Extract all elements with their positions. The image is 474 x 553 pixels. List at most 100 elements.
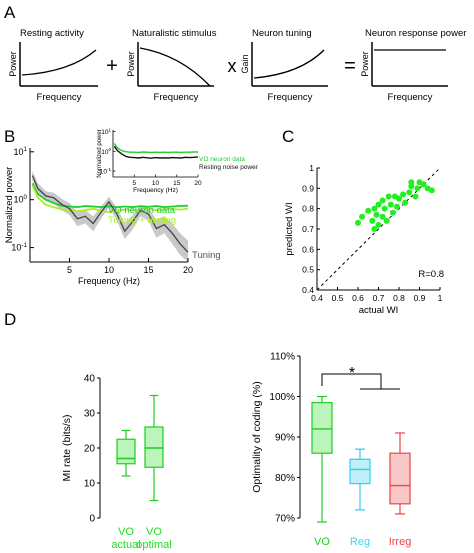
scatter-point — [414, 185, 421, 192]
panel-letter-b: B — [4, 127, 15, 146]
panel-a-box-response: Neuron response power Power Frequency — [360, 28, 466, 103]
scatter-point — [371, 226, 378, 232]
y-tick-label: 0.8 — [302, 204, 314, 214]
category-label-line2: actual — [111, 539, 140, 551]
significance-bracket — [321, 373, 382, 389]
scatter-point — [375, 221, 382, 228]
panel-a-ylabel: Power — [126, 51, 136, 77]
x-tick-label: 10 — [104, 265, 114, 275]
x-tick-label: 1 — [438, 293, 443, 303]
correlation-annotation: R=0.8 — [418, 269, 444, 280]
scatter-point — [379, 213, 386, 220]
panel-a-ylabel: Power — [360, 51, 370, 77]
x-tick-label: 0.8 — [393, 293, 405, 303]
x-tick-label: 20 — [183, 265, 193, 275]
box-iqr — [349, 458, 371, 485]
inset-y-tick-label: 10-1 — [100, 167, 112, 176]
chart-c-scatter: 0.4 0.5 0.6 0.7 0.8 0.9 1 0.4 0.5 0.6 0.7 0.8 0.9 1 ac… — [284, 163, 444, 316]
x-axis-label: Frequency (Hz) — [78, 276, 140, 286]
y-tick-label: 80% — [275, 473, 295, 484]
curve-rising — [21, 49, 97, 76]
scatter-point — [389, 209, 396, 216]
panel-letter-a: A — [4, 3, 16, 22]
panel-a-title: Naturalistic stimulus — [132, 28, 217, 39]
panel-a-box-tuning: Neuron tuning Gain Frequency — [240, 28, 328, 103]
series-line-vo-neuron-data — [31, 182, 189, 209]
inset-x-axis-label: Frequency (Hz) — [133, 187, 178, 194]
scatter-point — [381, 205, 388, 212]
x-tick-label: 0.5 — [332, 293, 344, 303]
curve-rising — [253, 49, 325, 79]
panel-letter-c: C — [282, 127, 294, 146]
x-tick-label: 0.4 — [311, 293, 323, 303]
box-iqr — [144, 426, 164, 468]
inset-x-tick-label: 15 — [173, 180, 181, 187]
scatter-point — [396, 195, 402, 202]
chart-b-main: 101 100 10-1 5 10 15 20 Frequency (Hz) Normalize… — [4, 146, 221, 286]
category-label-line2: optimal — [136, 539, 171, 551]
panel-a-ylabel: Gain — [240, 54, 250, 73]
y-tick-label: 100% — [269, 392, 295, 403]
category-label: VO — [314, 536, 330, 548]
y-tick-label: 40 — [84, 374, 96, 385]
scatter-point — [375, 201, 382, 208]
x-axis-label: actual WI — [359, 305, 399, 316]
panel-a-title: Neuron tuning — [252, 28, 312, 39]
y-tick-label: 10-1 — [11, 242, 27, 253]
inset-y-tick-label: 100 — [101, 147, 111, 156]
y-axis-label: Optimality of coding (%) — [251, 381, 263, 492]
scatter-point — [408, 179, 415, 186]
x-tick-label: 0.9 — [414, 293, 426, 303]
y-tick-label: 101 — [13, 146, 27, 157]
inset-legend-vo-neuron-data: VO neuron data — [199, 156, 245, 163]
inset-x-tick-label: 5 — [132, 180, 136, 187]
category-label-line1: VO — [146, 526, 162, 538]
y-tick-label: 0.4 — [302, 285, 314, 295]
scatter-point — [355, 219, 361, 226]
operator-equals: = — [344, 55, 356, 77]
panel-a-title: Resting activity — [20, 28, 84, 39]
scatter-point — [428, 187, 435, 194]
y-axis-label: predicted WI — [284, 202, 295, 255]
scatter-point — [383, 217, 390, 224]
panel-letter-d: D — [4, 310, 16, 329]
panel-a-xlabel: Frequency — [268, 92, 313, 103]
scatter-point — [373, 211, 380, 218]
inset-background — [113, 130, 198, 177]
scatter-point — [371, 205, 378, 212]
scatter-point — [365, 207, 372, 214]
x-tick-label: 0.6 — [352, 293, 364, 303]
inset-y-tick-label: 101 — [101, 127, 111, 136]
y-axis-label: MI rate (bits/s) — [61, 414, 73, 481]
operator-plus: + — [106, 55, 118, 77]
scatter-point — [400, 191, 407, 198]
y-tick-label: 90% — [275, 433, 295, 444]
panel-a-xlabel: Frequency — [154, 92, 199, 103]
scatter-point — [385, 193, 392, 200]
y-tick-label: 0.9 — [302, 183, 314, 193]
y-tick-label: 30 — [84, 409, 96, 420]
scatter-point — [420, 181, 427, 188]
panel-a-box-resting: Resting activity Power Frequency — [8, 28, 98, 103]
panel-a-ylabel: Power — [8, 51, 18, 77]
inset-x-tick-label: 20 — [194, 180, 202, 187]
y-tick-label: 0 — [89, 514, 95, 525]
inset-y-axis-label: Normalized power — [97, 129, 103, 177]
box-iqr — [389, 452, 411, 505]
inset-legend-resting-noise: Resting noise power — [199, 164, 259, 171]
category-label: Reg — [350, 536, 370, 548]
series-line-tuning-resting — [31, 184, 189, 214]
inset-series-line-vo-neuron-data — [113, 143, 198, 154]
y-tick-label: 0.5 — [302, 265, 314, 275]
operator-times: x — [228, 56, 237, 76]
box-iqr — [311, 401, 333, 454]
panel-a-xlabel: Frequency — [37, 92, 82, 103]
y-axis-label: Normalized power — [4, 167, 15, 244]
label-tuning: Tuning — [192, 250, 221, 261]
y-tick-label: 20 — [84, 444, 96, 455]
y-tick-label: 70% — [275, 514, 295, 525]
series-line-tuning — [31, 175, 189, 253]
chart-d-right: 70% 80% 90% 100% 110% Optimality of coding (%… — [251, 352, 411, 549]
